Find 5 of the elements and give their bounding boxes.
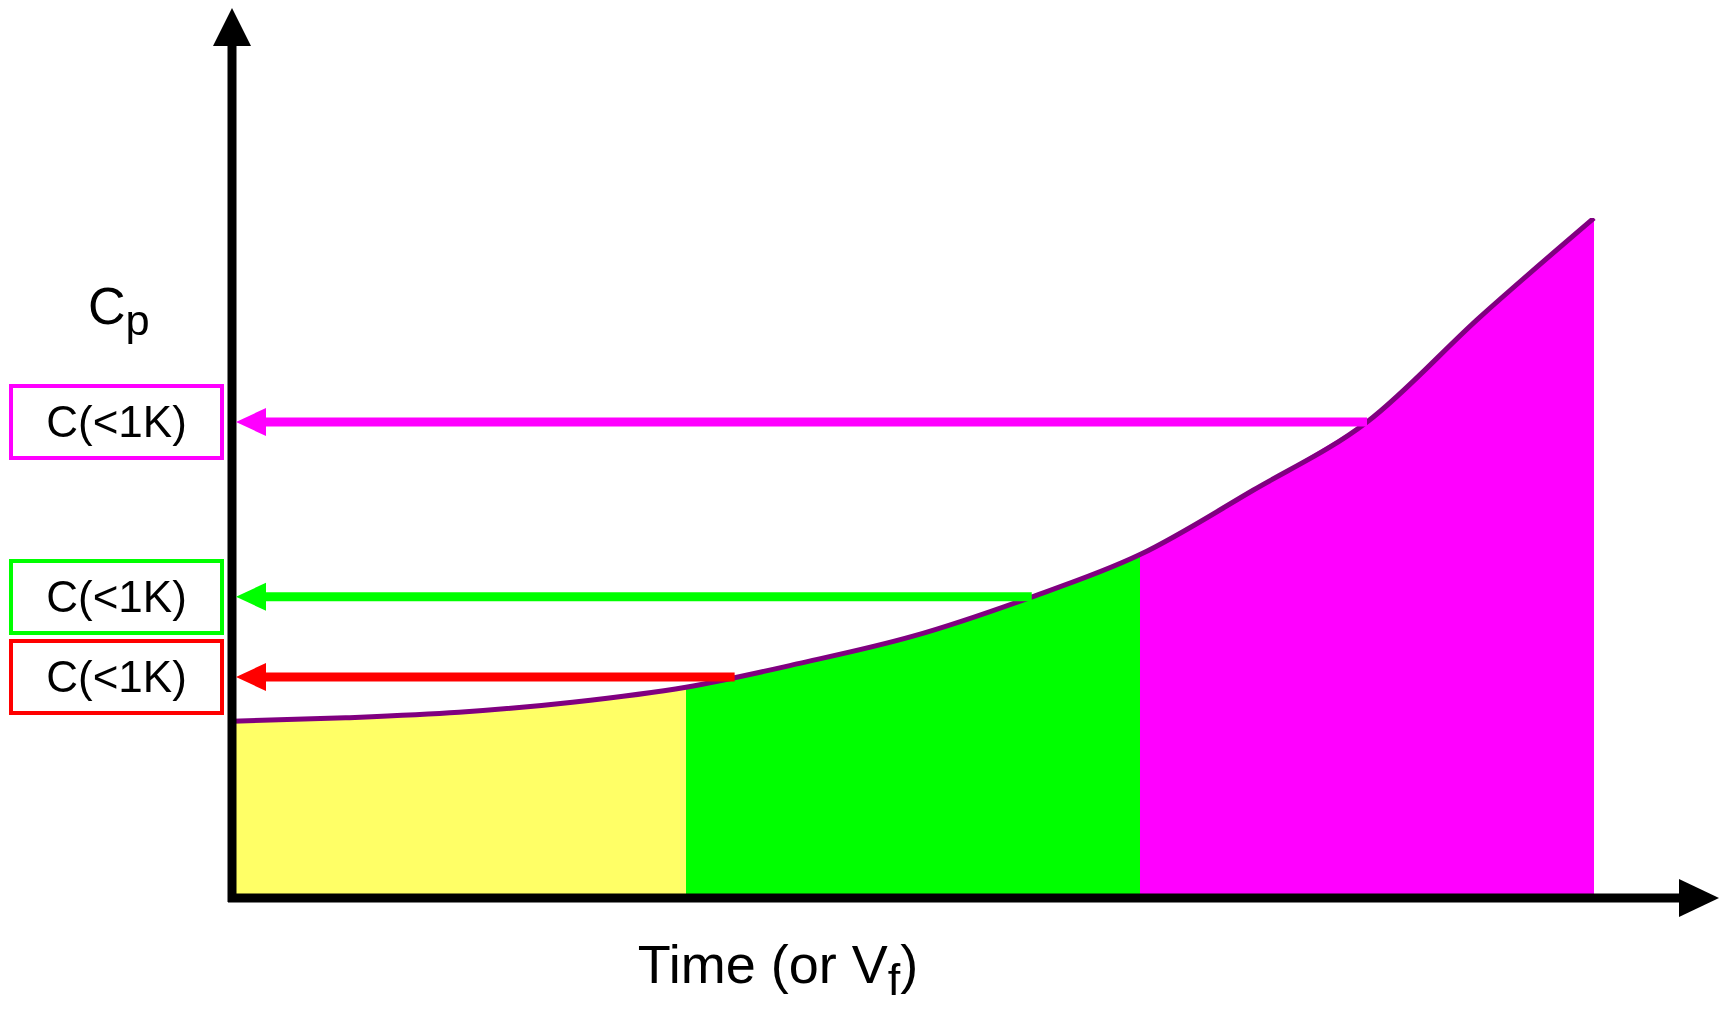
- ref-line-label: C(<1K): [9, 639, 224, 715]
- x-axis-title: Time (or V$_{f}$): [636, 933, 920, 1006]
- ref-line-label: C(<1K): [9, 384, 224, 460]
- y-axis-title: C$_{p}$: [88, 276, 150, 346]
- ref-line-label: C(<1K): [9, 558, 224, 635]
